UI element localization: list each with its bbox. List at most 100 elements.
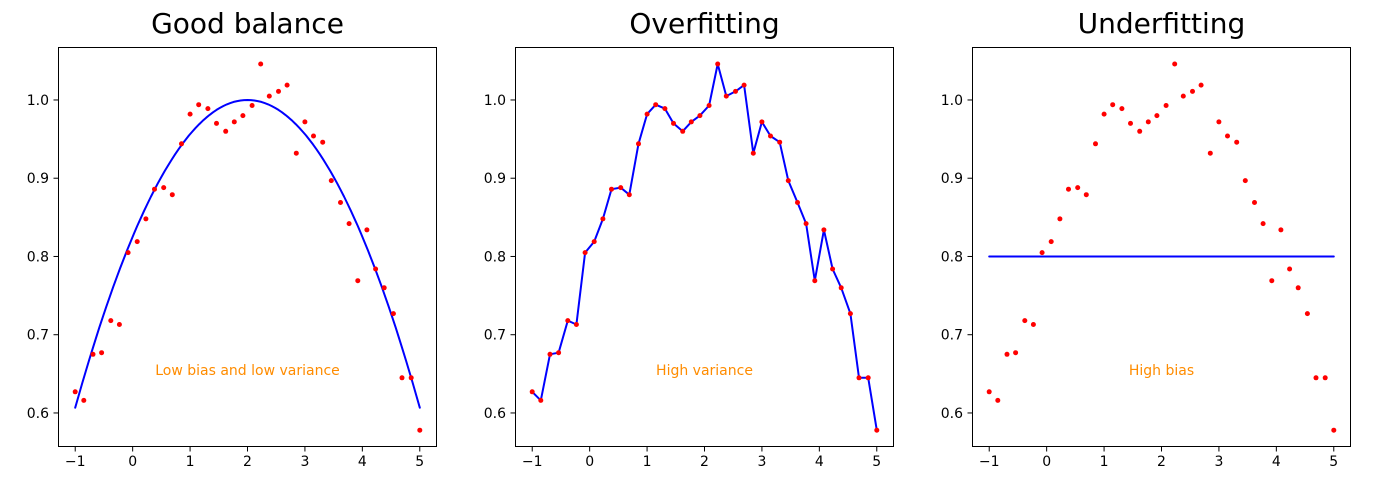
y-tick-label: 0.6 <box>27 406 49 422</box>
data-point <box>328 178 334 184</box>
data-point <box>276 88 281 94</box>
data-point <box>99 350 105 356</box>
data-point <box>1287 266 1293 272</box>
data-point <box>777 139 783 145</box>
data-point <box>723 93 729 99</box>
data-point <box>838 285 844 291</box>
model-line <box>74 99 421 409</box>
data-point <box>179 141 184 147</box>
data-point <box>1304 311 1310 317</box>
data-point <box>1013 350 1019 356</box>
data-point <box>874 427 880 433</box>
data-point <box>1110 102 1116 108</box>
subplot-underfitting: Underfitting High bias −1 0 1 2 3 4 5 0.6 0.7 0.8… <box>941 0 1351 479</box>
data-point <box>741 82 747 88</box>
data-point <box>311 133 316 139</box>
data-point <box>320 139 326 145</box>
data-point <box>408 375 414 381</box>
data-point <box>733 88 738 94</box>
data-point <box>1057 216 1063 222</box>
x-tick-label: 5 <box>415 454 424 470</box>
data-point <box>143 216 149 222</box>
x-tick-label: 2 <box>243 454 252 470</box>
x-tick-label: 1 <box>1100 454 1109 470</box>
data-point <box>81 397 87 403</box>
data-point <box>1154 113 1160 119</box>
data-point <box>1252 200 1257 205</box>
data-point <box>240 113 246 119</box>
data-point <box>196 102 202 108</box>
x-tick-label: 5 <box>1329 454 1338 470</box>
y-tick-label: 0.6 <box>484 406 506 422</box>
data-point <box>1066 186 1071 192</box>
y-tick-label: 0.8 <box>27 249 49 265</box>
axes-underfitting: High bias −1 0 1 2 3 4 5 0.6 0.7 0.8 0.9 1.0 <box>941 47 1351 470</box>
data-point <box>547 351 553 357</box>
data-point <box>865 375 871 381</box>
y-tick-label: 1.0 <box>484 93 506 109</box>
x-tick-label: 0 <box>128 454 137 470</box>
data-point <box>284 82 290 88</box>
data-point <box>205 106 211 112</box>
x-tick-label: 4 <box>358 454 367 470</box>
data-point <box>644 111 650 117</box>
data-point <box>231 119 237 125</box>
data-point <box>1313 375 1319 381</box>
x-tick-label: 3 <box>1214 454 1223 470</box>
data-point <box>125 250 131 256</box>
model-line <box>531 63 878 432</box>
data-point <box>1207 150 1213 156</box>
data-point <box>1083 192 1089 198</box>
data-point <box>591 239 597 245</box>
x-tick-label: −1 <box>522 454 543 470</box>
y-tick-label: 0.8 <box>941 249 963 265</box>
axes-frame <box>515 47 894 447</box>
data-point <box>1163 103 1169 108</box>
data-point <box>653 102 659 108</box>
data-point <box>1216 119 1222 125</box>
data-point <box>768 133 773 139</box>
y-tick-label: 0.9 <box>484 171 506 187</box>
x-tick-label: 5 <box>872 454 881 470</box>
x-tick-label: 0 <box>1042 454 1051 470</box>
data-point <box>108 318 114 324</box>
data-point <box>1198 82 1204 88</box>
y-tick-label: 0.7 <box>484 328 506 344</box>
data-point <box>266 93 272 99</box>
data-point <box>1137 128 1143 134</box>
data-point <box>1128 120 1133 126</box>
data-point <box>995 397 1001 403</box>
data-point <box>986 389 992 395</box>
data-point <box>1048 239 1054 245</box>
data-point <box>573 322 579 327</box>
data-point <box>390 311 396 317</box>
subplot-title-underfitting: Underfitting <box>1077 7 1246 40</box>
data-point <box>750 150 756 156</box>
data-point <box>803 221 809 227</box>
annotation-high-variance: High variance <box>656 363 753 379</box>
x-tick-label: 4 <box>1272 454 1281 470</box>
data-point <box>795 200 800 205</box>
data-point <box>1269 278 1275 284</box>
data-point <box>1234 139 1240 145</box>
data-point <box>856 375 862 381</box>
data-point <box>1190 88 1195 94</box>
data-point <box>680 128 686 134</box>
data-point <box>399 375 405 381</box>
data-point <box>346 221 352 227</box>
data-point <box>1295 285 1301 291</box>
data-point <box>223 128 229 134</box>
data-point <box>1278 227 1284 233</box>
y-tick-label: 0.6 <box>941 406 963 422</box>
data-point <box>293 150 299 156</box>
data-point <box>582 250 588 256</box>
data-point <box>1022 318 1028 324</box>
x-tick-label: 1 <box>643 454 652 470</box>
data-point <box>671 120 676 126</box>
data-point <box>364 227 370 233</box>
x-tick-label: −1 <box>65 454 86 470</box>
data-point <box>1039 250 1045 256</box>
annotation-high-bias: High bias <box>1129 363 1194 379</box>
data-point <box>830 266 836 272</box>
y-tick-label: 0.9 <box>27 171 49 187</box>
